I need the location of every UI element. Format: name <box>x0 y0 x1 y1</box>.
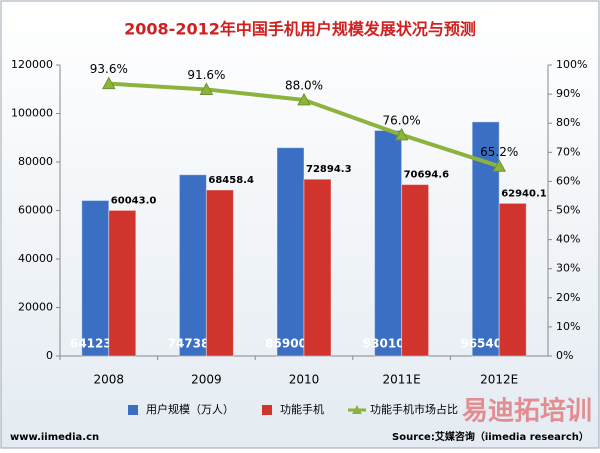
y2-tick-label: 80% <box>556 116 580 129</box>
bar <box>303 178 332 357</box>
y2-tick-label: 100% <box>556 58 587 71</box>
legend-label: 功能手机市场占比 <box>370 402 458 416</box>
marker <box>394 127 409 141</box>
bar <box>178 174 207 357</box>
x-tick-label: 2009 <box>191 373 222 387</box>
y2-tick-label: 90% <box>556 87 580 100</box>
marker <box>199 82 214 95</box>
y-tick-label: 20000 <box>18 301 53 314</box>
y-tick-label: 120000 <box>11 58 53 71</box>
value-label: 93.6% <box>90 62 128 76</box>
y-tick-label: 0 <box>46 349 53 362</box>
bar <box>205 189 234 357</box>
y2-tick-label: 70% <box>556 145 580 158</box>
marker <box>492 159 507 172</box>
x-tick-label: 2012E <box>480 373 518 387</box>
y-tick-label: 100000 <box>11 107 53 120</box>
legend-marker <box>352 405 362 414</box>
bar <box>81 200 110 357</box>
legend-swatch <box>262 405 272 415</box>
value-label: 88.0% <box>285 78 323 92</box>
y-tick-label: 60000 <box>18 204 53 217</box>
bar <box>108 209 137 357</box>
value-label: 60043.0 <box>111 195 157 206</box>
legend-label: 功能手机 <box>280 402 324 416</box>
chart-title: 2008-2012年中国手机用户规模发展状况与预测 <box>124 20 476 39</box>
y2-tick-label: 30% <box>556 262 580 275</box>
y-tick-label: 40000 <box>18 252 53 265</box>
bar <box>401 184 430 357</box>
x-tick-label: 2011E <box>383 373 421 387</box>
value-label: 70694.6 <box>404 170 450 181</box>
bar <box>374 129 403 357</box>
y2-tick-label: 50% <box>556 204 580 217</box>
watermark: 易迪拓培训 <box>462 397 592 427</box>
value-label: 65.2% <box>480 145 518 159</box>
y2-tick-label: 20% <box>556 291 580 304</box>
footer-left: www.iimedia.cn <box>10 432 99 443</box>
y2-tick-label: 60% <box>556 174 580 187</box>
value-label: 62940.1 <box>501 188 547 199</box>
y-tick-label: 80000 <box>18 155 53 168</box>
y2-tick-label: 40% <box>556 233 580 246</box>
y2-tick-label: 0% <box>556 349 573 362</box>
y2-tick-label: 10% <box>556 320 580 333</box>
marker <box>101 76 116 90</box>
bar <box>498 202 527 357</box>
value-label: 76.0% <box>383 113 421 127</box>
bar <box>276 147 305 357</box>
legend-label: 用户规模（万人） <box>146 402 234 416</box>
legend-swatch <box>128 405 138 415</box>
value-label: 68458.4 <box>208 175 254 186</box>
value-label: 72894.3 <box>306 164 352 175</box>
footer-right: Source:艾媒咨询（iimedia research） <box>392 430 589 443</box>
marker <box>297 92 311 106</box>
x-tick-label: 2008 <box>94 373 125 387</box>
x-tick-label: 2010 <box>289 373 320 387</box>
value-label: 91.6% <box>187 68 225 82</box>
